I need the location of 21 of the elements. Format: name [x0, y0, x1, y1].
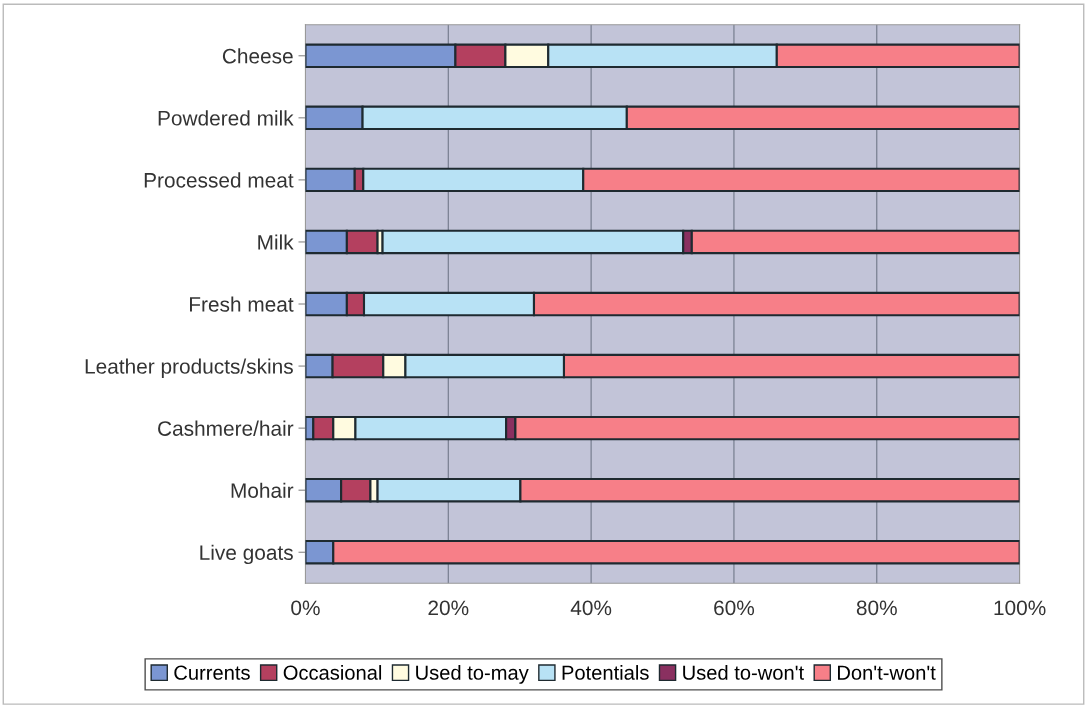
- x-tick-label: 40%: [570, 600, 612, 616]
- x-tick-label: 80%: [856, 600, 897, 616]
- y-tick-label: Mohair: [231, 482, 294, 498]
- legend-label: Used to-won't: [683, 665, 804, 680]
- y-tick-label: Powdered milk: [158, 110, 294, 126]
- y-tick-label: Live goats: [200, 544, 293, 565]
- y-tick-label: Processed meat: [144, 172, 294, 188]
- legend-label: Don't-won't: [838, 665, 936, 680]
- y-tick-label: Fresh meat: [190, 296, 294, 312]
- legend-label: Currents: [174, 665, 250, 680]
- legend-label: Occasional: [283, 665, 382, 680]
- y-tick-label: Cheese: [222, 48, 293, 64]
- y-tick-label: Leather products/skins: [85, 358, 293, 378]
- x-tick-label: 60%: [714, 600, 755, 616]
- y-tick-label: Milk: [258, 234, 294, 250]
- x-tick-label: 20%: [428, 600, 469, 616]
- legend-label: Used to-may: [416, 665, 529, 684]
- x-tick-label: 100%: [994, 600, 1046, 616]
- legend-label: Potentials: [562, 665, 649, 680]
- y-tick-label: Cashmere/hair: [158, 420, 294, 436]
- x-tick-label: 0%: [291, 600, 320, 616]
